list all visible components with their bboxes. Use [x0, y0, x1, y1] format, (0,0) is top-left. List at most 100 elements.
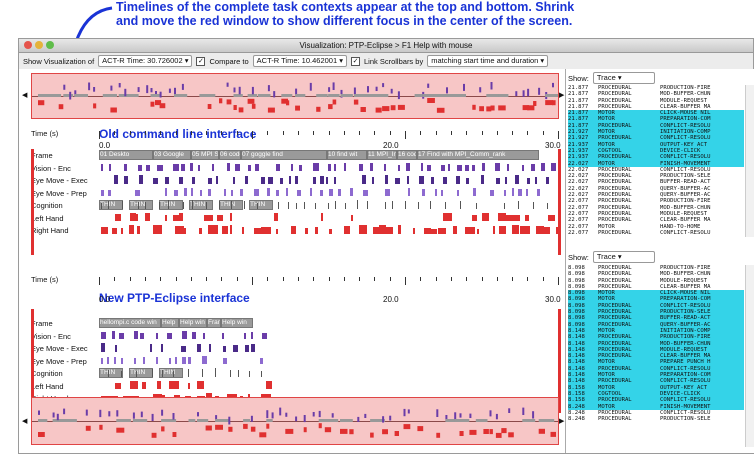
bottom-overview-window[interactable] — [31, 397, 559, 445]
minimize-button[interactable] — [35, 41, 43, 49]
trace-row[interactable]: 8.158 PROCEDURAL CONFLICT-RESOLU — [568, 397, 744, 404]
axis-tick — [114, 277, 116, 281]
link-select[interactable]: matching start time and duration ▾ — [427, 55, 549, 67]
trace-row[interactable]: 21.877 PROCEDURAL CLEAR-BUFFER MA — [568, 104, 744, 110]
top-overview-left-arrow[interactable]: ◀ — [22, 92, 28, 99]
trace-row[interactable]: 21.937 MOTOR OUTPUT-KEY ACT — [568, 141, 744, 148]
cognition-block[interactable]: THIN — [159, 368, 183, 378]
bottom-overview-left-arrow[interactable]: ◀ — [22, 418, 28, 425]
trace-row[interactable]: 22.027 PROCEDURAL BUFFER-READ-ACT — [568, 179, 744, 185]
cognition-block[interactable]: THIN — [99, 368, 123, 378]
trace-row[interactable]: 22.077 PROCEDURAL CLEAR-BUFFER MA — [568, 217, 744, 223]
trace-top-select[interactable]: Trace ▾ — [592, 72, 655, 84]
trace-row[interactable]: 21.877 PROCEDURAL PRODUCTION-FIRE — [568, 85, 744, 91]
trace-top-list[interactable]: 21.877 PROCEDURAL PRODUCTION-FIRE 21.877 PRO… — [568, 85, 744, 236]
trace-row[interactable]: 8.148 MOTOR PREPARATION-COM — [568, 372, 744, 379]
cognition-block[interactable]: THIN — [189, 200, 213, 210]
compare-select[interactable]: ACT-R Time: 10.462001 ▾ — [252, 55, 347, 67]
trace-bottom-select[interactable]: Trace ▾ — [592, 251, 655, 263]
frame-segment[interactable]: 11 MPI_In — [367, 150, 397, 160]
trace-event: PRODUCTION-SELE — [660, 309, 711, 316]
frame-segment[interactable]: Help win — [179, 318, 207, 328]
close-button[interactable] — [24, 41, 32, 49]
trace-row[interactable]: 8.098 PROCEDURAL MOD-BUFFER-CHUN — [568, 271, 744, 277]
trace-row[interactable]: 8.248 PROCEDURAL CONFLICT-RESOLU — [568, 410, 744, 416]
frame-segment[interactable]: Fran — [207, 318, 221, 328]
trace-row[interactable]: 8.098 PROCEDURAL PRODUCTION-FIRE — [568, 265, 744, 271]
trace-row[interactable]: 8.158 MOTOR OUTPUT-KEY ACT — [568, 384, 744, 391]
panel2-focus-right-edge[interactable] — [558, 309, 561, 413]
frame-segment[interactable]: 05 MPI S — [191, 150, 219, 160]
trace-row[interactable]: 8.098 PROCEDURAL CLEAR-BUFFER MA — [568, 284, 744, 290]
trace-row[interactable]: 21.877 PROCEDURAL MOD-BUFFER-CHUN — [568, 91, 744, 97]
link-checkbox[interactable]: ✓ — [351, 56, 360, 66]
trace-row[interactable]: 8.148 PROCEDURAL PRODUCTION-FIRE — [568, 334, 744, 341]
trace-row[interactable]: 8.098 PROCEDURAL BUFFER-READ-ACT — [568, 315, 744, 322]
frame-segment[interactable]: 06 code — [219, 150, 241, 160]
trace-row[interactable]: 22.077 PROCEDURAL MODULE-REQUEST — [568, 211, 744, 217]
trace-row[interactable]: 22.077 PROCEDURAL CONFLICT-RESOLU — [568, 230, 744, 236]
trace-row[interactable]: 8.148 MOTOR INITIATION-COMP — [568, 327, 744, 335]
trace-row[interactable]: 21.877 PROCEDURAL CONFLICT-RESOLU — [568, 122, 744, 130]
panel1-focus-right-edge[interactable] — [558, 149, 561, 255]
trace-row[interactable]: 22.027 PROCEDURAL CONFLICT-RESOLU — [568, 167, 744, 173]
zoom-button[interactable] — [46, 41, 54, 49]
compare-checkbox[interactable]: ✓ — [196, 56, 206, 66]
panel1-focus-left-edge[interactable] — [31, 149, 34, 255]
trace-row[interactable]: 8.098 PROCEDURAL PRODUCTION-SELE — [568, 309, 744, 316]
frame-segment[interactable]: Help win — [221, 318, 253, 328]
trace-row[interactable]: 22.027 MOTOR FINISH-MOVEMENT — [568, 160, 744, 167]
trace-row[interactable]: 21.877 PROCEDURAL MODULE-REQUEST — [568, 98, 744, 104]
frame-segment[interactable]: hellompi.c code win — [99, 318, 161, 328]
frame-segment[interactable]: 07 goggle find — [241, 150, 327, 160]
bottom-overview-right-arrow[interactable]: ▶ — [559, 418, 565, 425]
trace-row[interactable]: 22.077 MOTOR HAND-TO-HOME — [568, 224, 744, 230]
trace-row[interactable]: 22.077 PROCEDURAL PRODUCTION-FIRE — [568, 198, 744, 204]
cognition-block[interactable]: THIN — [129, 200, 153, 210]
top-overview-right-arrow[interactable]: ▶ — [559, 92, 565, 99]
trace-row[interactable]: 22.027 PROCEDURAL QUERY-BUFFER-AC — [568, 186, 744, 192]
trace-bottom-list[interactable]: 8.098 PROCEDURAL PRODUCTION-FIRE 8.098 PROCE… — [568, 265, 744, 422]
frame-segment[interactable]: Help — [161, 318, 179, 328]
trace-row[interactable]: 8.098 MOTOR CLICK-MOUSE NIL — [568, 290, 744, 297]
trace-row[interactable]: 8.098 MOTOR PREPARATION-COM — [568, 296, 744, 303]
trace-row[interactable]: 8.248 PROCEDURAL PRODUCTION-SELE — [568, 416, 744, 422]
show-select[interactable]: ACT-R Time: 30.726002 ▾ — [98, 55, 193, 67]
frame-segment[interactable]: 16 code — [397, 150, 417, 160]
timeline-event — [278, 201, 280, 209]
trace-row[interactable]: 8.148 PROCEDURAL CLEAR-BUFFER MA — [568, 353, 744, 360]
cognition-block[interactable]: THIN — [249, 200, 273, 210]
cognition-block[interactable]: THIN — [159, 200, 183, 210]
trace-bottom-scrollbar[interactable] — [745, 265, 754, 447]
top-overview-window[interactable] — [31, 73, 559, 119]
trace-row[interactable]: 22.027 PROCEDURAL PRODUCTION-SELE — [568, 173, 744, 179]
frame-segment[interactable]: 10 find wit — [327, 150, 367, 160]
trace-row[interactable]: 22.027 PROCEDURAL QUERY-BUFFER-AC — [568, 192, 744, 198]
trace-row[interactable]: 8.148 PROCEDURAL CONFLICT-RESOLU — [568, 365, 744, 373]
trace-row[interactable]: 8.098 PROCEDURAL QUERY-BUFFER-AC — [568, 321, 744, 328]
trace-row[interactable]: 8.248 MOTOR FINISH-MOVEMENT — [568, 403, 744, 410]
trace-row[interactable]: 21.937 COGTOOL DEVICE-CLICK — [568, 147, 744, 155]
trace-module: MOTOR — [598, 129, 615, 136]
cognition-block[interactable]: THIN — [99, 200, 123, 210]
trace-row[interactable]: 21.937 PROCEDURAL CONFLICT-RESOLU — [568, 154, 744, 161]
frame-segment[interactable]: 17 Find with MPI_Comm_rank — [417, 150, 539, 160]
trace-row[interactable]: 21.927 MOTOR INITIATION-COMP — [568, 129, 744, 136]
trace-row[interactable]: 8.098 PROCEDURAL CONFLICT-RESOLU — [568, 302, 744, 310]
trace-row[interactable]: 8.148 MOTOR PREPARE PUNCH H — [568, 359, 744, 366]
trace-row[interactable]: 22.077 PROCEDURAL MOD-BUFFER-CHUN — [568, 205, 744, 211]
trace-row[interactable]: 8.098 PROCEDURAL MODULE-REQUEST — [568, 278, 744, 284]
panel2-focus-left-edge[interactable] — [31, 309, 34, 413]
trace-row[interactable]: 21.877 MOTOR PREPARATION-COM — [568, 116, 744, 123]
cognition-block[interactable]: THIN — [129, 368, 153, 378]
frame-segment[interactable]: 03 Google — [153, 150, 191, 160]
trace-event: CLEAR-BUFFER MA — [660, 283, 711, 290]
trace-row[interactable]: 21.877 MOTOR CLICK-MOUSE NIL — [568, 110, 744, 117]
trace-row[interactable]: 8.148 PROCEDURAL MOD-BUFFER-CHUN — [568, 340, 744, 347]
trace-row[interactable]: 8.148 PROCEDURAL MODULE-REQUEST — [568, 346, 744, 354]
trace-top-scrollbar[interactable] — [745, 85, 754, 237]
trace-row[interactable]: 21.927 PROCEDURAL CONFLICT-RESOLU — [568, 135, 744, 142]
frame-segment[interactable]: 01 Deskto — [99, 150, 153, 160]
trace-row[interactable]: 8.158 COGTOOL DEVICE-CLICK — [568, 390, 744, 398]
trace-row[interactable]: 8.148 PROCEDURAL CONFLICT-RESOLU — [568, 378, 744, 385]
